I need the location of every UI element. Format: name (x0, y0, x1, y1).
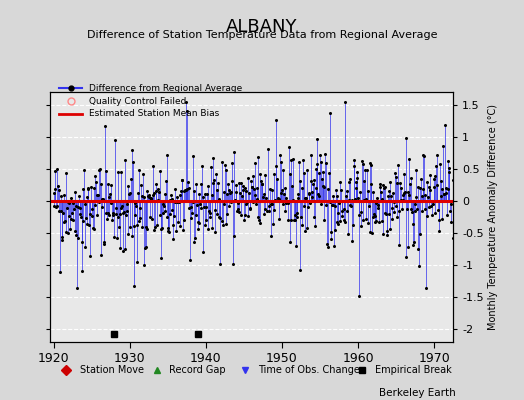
Text: Difference of Station Temperature Data from Regional Average: Difference of Station Temperature Data f… (87, 30, 437, 40)
Text: Record Gap: Record Gap (169, 365, 225, 374)
Y-axis label: Monthly Temperature Anomaly Difference (°C): Monthly Temperature Anomaly Difference (… (488, 104, 498, 330)
Text: ALBANY: ALBANY (226, 18, 298, 36)
Text: Empirical Break: Empirical Break (375, 365, 451, 374)
Text: Station Move: Station Move (80, 365, 144, 374)
Text: Time of Obs. Change: Time of Obs. Change (258, 365, 359, 374)
Text: Difference from Regional Average: Difference from Regional Average (89, 84, 242, 93)
Text: Estimated Station Mean Bias: Estimated Station Mean Bias (89, 109, 219, 118)
Text: Berkeley Earth: Berkeley Earth (379, 388, 456, 398)
Text: Quality Control Failed: Quality Control Failed (89, 96, 186, 106)
